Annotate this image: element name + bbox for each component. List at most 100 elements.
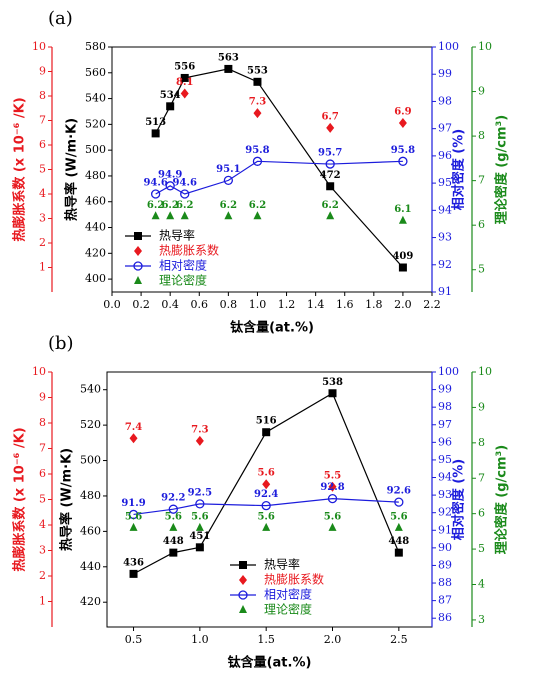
data-label: 553 xyxy=(247,65,268,76)
marker xyxy=(252,156,263,166)
marker xyxy=(195,522,204,531)
marker xyxy=(394,548,403,557)
y-tick-label: 91 xyxy=(438,523,452,536)
marker xyxy=(169,522,178,531)
marker xyxy=(195,435,204,446)
y-tick-label: 500 xyxy=(85,143,106,156)
marker xyxy=(328,481,337,492)
y-tick-label: 94 xyxy=(438,471,452,484)
data-label: 409 xyxy=(392,251,413,262)
x-tick-label: 1.8 xyxy=(365,298,383,311)
y-tick-label: 92 xyxy=(438,258,452,271)
y-tick-label: 95 xyxy=(438,453,452,466)
y-tick-label: 9 xyxy=(39,65,46,78)
y-tick-label: 90 xyxy=(438,541,452,554)
marker xyxy=(253,108,262,119)
legend-marker xyxy=(133,261,143,271)
y-tick-label: 87 xyxy=(438,594,452,607)
data-label: 92.6 xyxy=(387,486,411,497)
legend-marker xyxy=(134,232,142,240)
y-axis-title: 热导率 (W/m·K) xyxy=(59,448,75,551)
data-label: 513 xyxy=(145,117,166,128)
series-line xyxy=(133,392,400,575)
marker xyxy=(128,509,139,520)
x-tick-label: 2.2 xyxy=(423,298,441,311)
legend-marker xyxy=(239,561,247,569)
y-tick-label: 460 xyxy=(85,195,106,208)
legend-label: 热导率 xyxy=(159,228,195,243)
data-label: 563 xyxy=(218,52,239,63)
marker xyxy=(180,88,189,99)
x-tick-label: 2.0 xyxy=(394,298,412,311)
y-tick-label: 7 xyxy=(39,114,46,127)
y-tick-label: 86 xyxy=(438,611,452,624)
marker xyxy=(398,263,407,272)
y-tick-label: 460 xyxy=(80,524,101,537)
y-tick-label: 93 xyxy=(438,231,452,244)
marker xyxy=(326,182,335,191)
marker xyxy=(398,215,407,224)
x-tick-label: 0.8 xyxy=(220,298,238,311)
legend-label: 热膨胀系数 xyxy=(159,243,219,258)
y-tick-label: 100 xyxy=(438,40,459,53)
y-tick-label: 1 xyxy=(39,595,46,608)
marker xyxy=(328,389,337,398)
y-tick-label: 8 xyxy=(478,129,485,142)
data-label: 7.3 xyxy=(191,424,208,435)
data-label: 92.4 xyxy=(254,489,278,500)
y-tick-label: 2 xyxy=(39,569,46,582)
y-tick-label: 97 xyxy=(438,122,452,135)
data-label: 8.1 xyxy=(176,77,193,88)
y-tick-label: 540 xyxy=(85,92,106,105)
x-tick-label: 1.5 xyxy=(257,633,275,646)
x-tick-label: 2.0 xyxy=(324,633,342,646)
y-tick-label: 91 xyxy=(438,285,452,298)
marker xyxy=(394,497,404,507)
y-tick-label: 2 xyxy=(39,236,46,249)
marker xyxy=(262,522,271,531)
data-label: 6.2 xyxy=(321,200,338,211)
data-label: 6.2 xyxy=(176,200,193,211)
marker xyxy=(180,73,189,82)
marker xyxy=(326,211,335,220)
marker xyxy=(129,569,138,578)
y-tick-label: 7 xyxy=(478,471,485,484)
legend-marker xyxy=(239,605,247,613)
data-label: 95.1 xyxy=(216,164,240,175)
y-tick-label: 7 xyxy=(39,442,46,455)
y-tick-label: 9 xyxy=(478,400,485,413)
data-label: 436 xyxy=(123,557,144,568)
x-tick-label: 0.0 xyxy=(103,298,121,311)
y-tick-label: 93 xyxy=(438,488,452,501)
data-label: 6.2 xyxy=(147,200,164,211)
legend-label: 相对密度 xyxy=(159,258,207,273)
data-label: 95.8 xyxy=(245,145,269,156)
y-tick-label: 8 xyxy=(39,89,46,102)
y-axis-title: 热膨胀系数 (x 10⁻⁶ /K) xyxy=(12,427,28,571)
marker xyxy=(253,211,262,220)
series-line xyxy=(133,498,399,516)
legend-marker xyxy=(238,590,248,600)
y-tick-label: 7 xyxy=(478,174,485,187)
marker xyxy=(262,479,271,490)
data-label: 5.6 xyxy=(257,511,274,522)
y-tick-label: 520 xyxy=(85,117,106,130)
x-axis-title: 钛含量(at.%) xyxy=(229,320,314,336)
marker xyxy=(165,181,175,191)
x-tick-label: 1.6 xyxy=(336,298,354,311)
legend-marker xyxy=(239,575,247,585)
y-tick-label: 400 xyxy=(85,272,106,285)
marker xyxy=(261,501,271,511)
y-tick-label: 10 xyxy=(32,40,46,53)
y-axis-title: 理论密度 (g/cm³) xyxy=(494,115,510,224)
data-label: 92.5 xyxy=(188,487,212,498)
y-tick-label: 100 xyxy=(438,365,459,378)
data-label: 5.6 xyxy=(324,511,341,522)
y-tick-label: 10 xyxy=(478,365,492,378)
y-tick-label: 580 xyxy=(85,40,106,53)
y-axis-title: 相对密度 (%) xyxy=(451,459,467,540)
data-label: 534 xyxy=(160,90,181,101)
legend-marker xyxy=(134,276,142,284)
y-tick-label: 5 xyxy=(478,263,485,276)
